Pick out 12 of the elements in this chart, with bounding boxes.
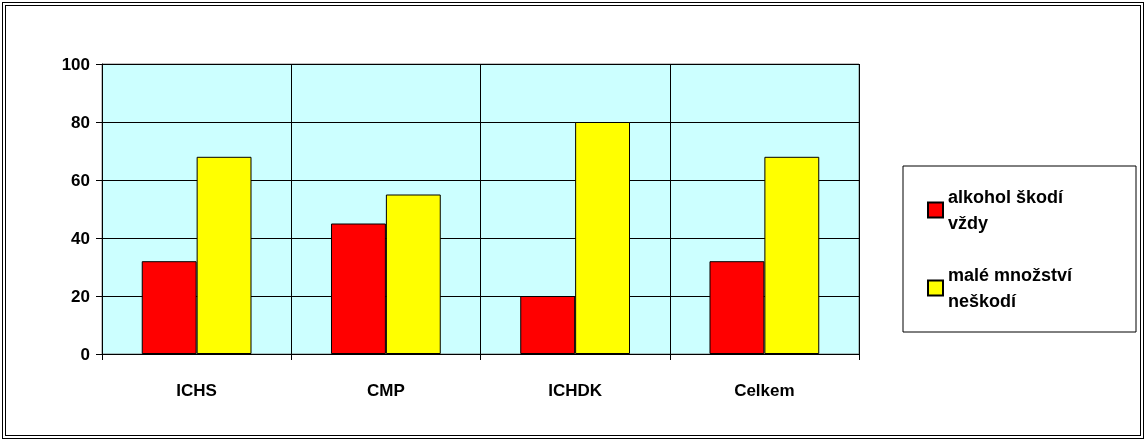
y-tick-label: 60 [71,170,90,190]
legend-label: alkohol škodí vždy [948,187,1069,233]
y-tick-label: 20 [71,286,90,306]
legend-label: malé množství neškodí [948,265,1078,311]
x-tick-label: CMP [366,381,405,400]
y-tick-label: 40 [71,228,90,248]
x-tick-label: Celkem [734,381,795,400]
y-tick-label: 100 [61,54,90,74]
x-tick-label: ICHDK [548,381,603,400]
x-tick-label: ICHS [176,381,217,400]
y-tick-label: 80 [71,112,90,132]
y-tick-label: 0 [80,344,90,364]
